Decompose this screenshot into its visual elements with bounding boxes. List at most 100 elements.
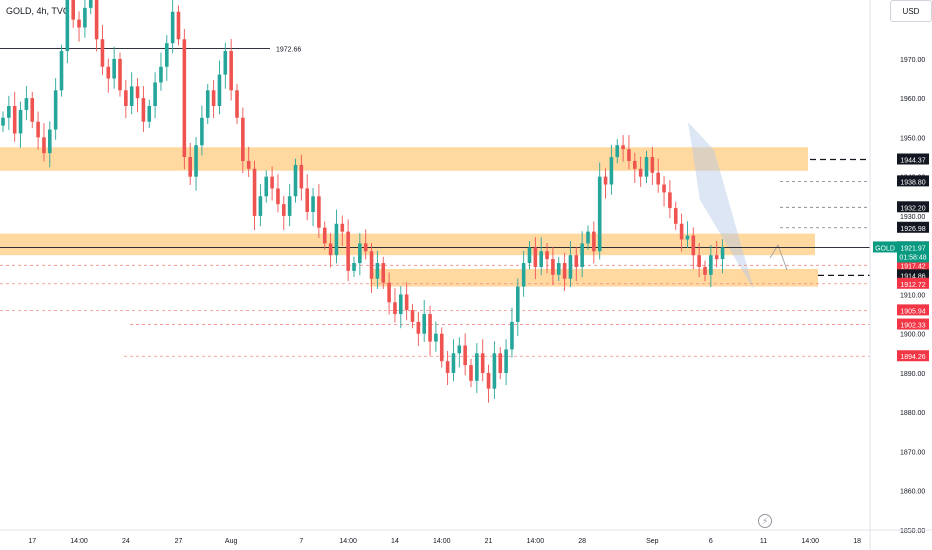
candle-body-121 bbox=[709, 255, 713, 275]
y-tick-1890: 1890.00 bbox=[900, 371, 925, 378]
y-tick-1930: 1930.00 bbox=[900, 214, 925, 221]
x-tick-0: 17 bbox=[28, 538, 36, 545]
x-tick-1: 14:00 bbox=[70, 538, 88, 545]
candle-body-22 bbox=[129, 86, 134, 106]
candle-body-115 bbox=[673, 208, 678, 224]
x-tick-14: 11 bbox=[760, 538, 767, 545]
candle-body-57 bbox=[334, 223, 339, 256]
candle-body-58 bbox=[340, 223, 345, 232]
levels: 1972.66 bbox=[0, 46, 870, 357]
candle-body-39 bbox=[229, 51, 233, 91]
candle-body-107 bbox=[627, 149, 631, 161]
y-tick-1950: 1950.00 bbox=[900, 135, 925, 142]
x-tick-13: 6 bbox=[709, 538, 713, 545]
candle-body-79 bbox=[463, 345, 467, 366]
candle-body-73 bbox=[428, 314, 432, 342]
candle-body-21 bbox=[124, 90, 128, 106]
candle-body-35 bbox=[205, 90, 210, 118]
x-tick-3: 27 bbox=[175, 538, 183, 545]
time-axis: 17 14:00 24 27 Aug 7 14:00 14 14:00 21 14:00 28 Sep 6… bbox=[0, 529, 932, 545]
candle-body-123 bbox=[720, 247, 725, 260]
channel-shape bbox=[688, 122, 754, 290]
candle-body-97 bbox=[568, 255, 573, 279]
candle-body-23 bbox=[135, 86, 140, 99]
candle-body-112 bbox=[656, 172, 660, 185]
y-tick-1880: 1880.00 bbox=[900, 410, 925, 417]
candle-body-25 bbox=[147, 106, 152, 122]
candle-body-49 bbox=[287, 196, 292, 216]
badge-1905.94-text: 1905.94 bbox=[900, 308, 925, 315]
current-symbol: GOLD bbox=[875, 245, 895, 252]
projection-arrow bbox=[769, 244, 788, 271]
zone-0 bbox=[0, 147, 808, 171]
candle-body-105 bbox=[615, 145, 620, 158]
x-tick-8: 14:00 bbox=[433, 538, 451, 545]
candle-body-100 bbox=[586, 231, 590, 244]
candle-body-34 bbox=[200, 117, 204, 146]
badge-1912.72-bg bbox=[897, 277, 929, 289]
candle-body-43 bbox=[252, 168, 257, 216]
candle-body-98 bbox=[574, 255, 579, 267]
candle-body-6 bbox=[36, 121, 40, 138]
candle-body-56 bbox=[328, 243, 333, 256]
y-tick-1970: 1970.00 bbox=[900, 57, 925, 64]
zone-1 bbox=[0, 233, 815, 256]
candle-body-95 bbox=[556, 263, 561, 275]
badge-1905.94-bg bbox=[897, 304, 929, 316]
candle-body-65 bbox=[381, 263, 386, 283]
candle-body-63 bbox=[369, 251, 374, 279]
candle-body-68 bbox=[399, 294, 403, 315]
candle-body-37 bbox=[217, 74, 222, 106]
candle-body-114 bbox=[668, 192, 672, 209]
x-tick-2: 24 bbox=[122, 538, 130, 545]
candle-body-40 bbox=[235, 90, 239, 118]
candle-body-91 bbox=[533, 247, 538, 267]
candle-body-52 bbox=[305, 188, 309, 212]
candle-body-86 bbox=[504, 349, 508, 373]
badge-1944.37-bg bbox=[897, 153, 929, 165]
candle-body-18 bbox=[106, 66, 111, 79]
current-price-bg bbox=[897, 241, 929, 263]
candle-body-75 bbox=[439, 333, 444, 362]
candle-body-5 bbox=[30, 98, 35, 122]
candle-body-103 bbox=[603, 176, 608, 185]
x-tick-12: Sep bbox=[646, 538, 659, 545]
candle-body-8 bbox=[48, 129, 52, 154]
candle-body-122 bbox=[714, 255, 719, 260]
candle-body-71 bbox=[416, 321, 421, 334]
candle-body-80 bbox=[469, 365, 473, 381]
candle-body-19 bbox=[112, 58, 116, 79]
candle-body-77 bbox=[451, 353, 456, 373]
badge-1902.33-text: 1902.33 bbox=[900, 323, 925, 330]
candle-body-20 bbox=[118, 58, 122, 91]
candle-body-108 bbox=[633, 160, 637, 169]
candle-body-69 bbox=[404, 294, 409, 311]
candle-body-4 bbox=[24, 98, 29, 110]
badge-1902.33-bg bbox=[897, 318, 929, 330]
candle-body-113 bbox=[662, 184, 666, 193]
candle-body-53 bbox=[311, 196, 315, 212]
candle-body-29 bbox=[170, 11, 175, 44]
lightning-icon[interactable]: ⚡ bbox=[758, 514, 772, 528]
candle-body-11 bbox=[65, 0, 70, 52]
badge-1917.42-text: 1917.42 bbox=[900, 263, 925, 270]
candle-body-24 bbox=[141, 98, 146, 122]
channel bbox=[688, 122, 788, 290]
current-symbol-bg bbox=[873, 241, 897, 253]
y-tick-1960: 1960.00 bbox=[900, 96, 925, 103]
candle-body-46 bbox=[270, 176, 274, 189]
candle-body-2 bbox=[12, 106, 17, 134]
candle-body-109 bbox=[638, 168, 643, 177]
candle-body-28 bbox=[165, 43, 169, 67]
candle-body-119 bbox=[697, 255, 701, 267]
badge-1932.20-text: 1932.20 bbox=[900, 205, 925, 212]
candle-body-27 bbox=[159, 66, 163, 83]
candle-body-30 bbox=[176, 11, 181, 40]
x-tick-4: Aug bbox=[225, 538, 238, 545]
level-1972-label: 1972.66 bbox=[276, 46, 301, 53]
candle-body-84 bbox=[492, 353, 497, 389]
candle-body-76 bbox=[445, 361, 450, 373]
candle-body-12 bbox=[71, 0, 75, 20]
badge-1914.86-text: 1914.86 bbox=[900, 273, 925, 280]
